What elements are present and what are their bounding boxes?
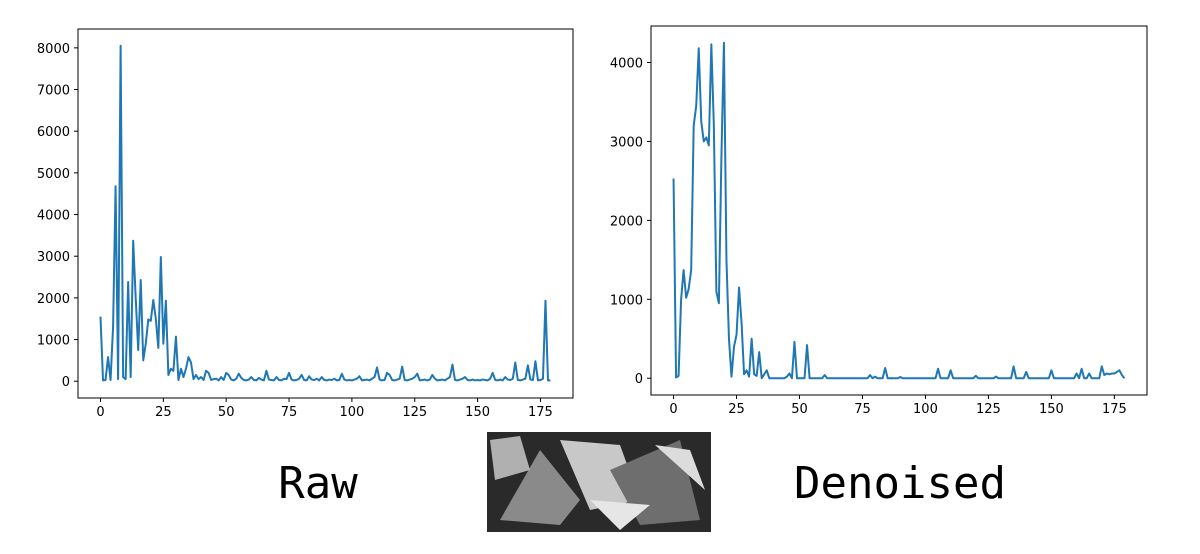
- x-tick-label: 150: [1039, 402, 1064, 417]
- x-tick-label: 125: [976, 402, 1001, 417]
- y-tick-label: 3000: [610, 135, 643, 150]
- axes-frame: [650, 25, 1148, 396]
- y-tick-label: 5000: [37, 167, 70, 182]
- y-tick-label: 2000: [37, 292, 70, 307]
- painting: [487, 432, 711, 532]
- axes-frame: [77, 28, 574, 399]
- y-tick-label: 8000: [37, 42, 70, 57]
- x-tick-label: 175: [528, 405, 553, 420]
- y-tick-label: 6000: [37, 125, 70, 140]
- data-line: [99, 44, 551, 382]
- x-tick-label: 0: [96, 405, 104, 420]
- x-tick-label: 75: [854, 402, 871, 417]
- chart-caption: Denoised: [794, 458, 1006, 509]
- x-tick-label: 100: [913, 402, 938, 417]
- y-tick-label: 2000: [610, 214, 643, 229]
- chart-caption: Raw: [278, 458, 358, 509]
- x-tick-label: 175: [1102, 402, 1127, 417]
- y-tick-label: 4000: [37, 209, 70, 224]
- x-tick-label: 125: [402, 405, 427, 420]
- y-tick-label: 1000: [610, 293, 643, 308]
- x-tick-label: 100: [339, 405, 364, 420]
- x-tick-label: 50: [791, 402, 808, 417]
- x-tick-label: 25: [728, 402, 745, 417]
- x-tick-label: 75: [281, 405, 298, 420]
- x-tick-label: 25: [155, 405, 172, 420]
- y-tick-label: 0: [62, 375, 70, 390]
- y-tick-label: 0: [635, 372, 643, 387]
- y-tick-label: 1000: [37, 334, 70, 349]
- x-tick-label: 0: [669, 402, 677, 417]
- y-tick-label: 3000: [37, 250, 70, 265]
- x-tick-label: 50: [218, 405, 235, 420]
- data-line: [672, 41, 1126, 380]
- y-tick-label: 4000: [610, 57, 643, 72]
- x-tick-label: 150: [465, 405, 490, 420]
- y-tick-label: 7000: [37, 84, 70, 99]
